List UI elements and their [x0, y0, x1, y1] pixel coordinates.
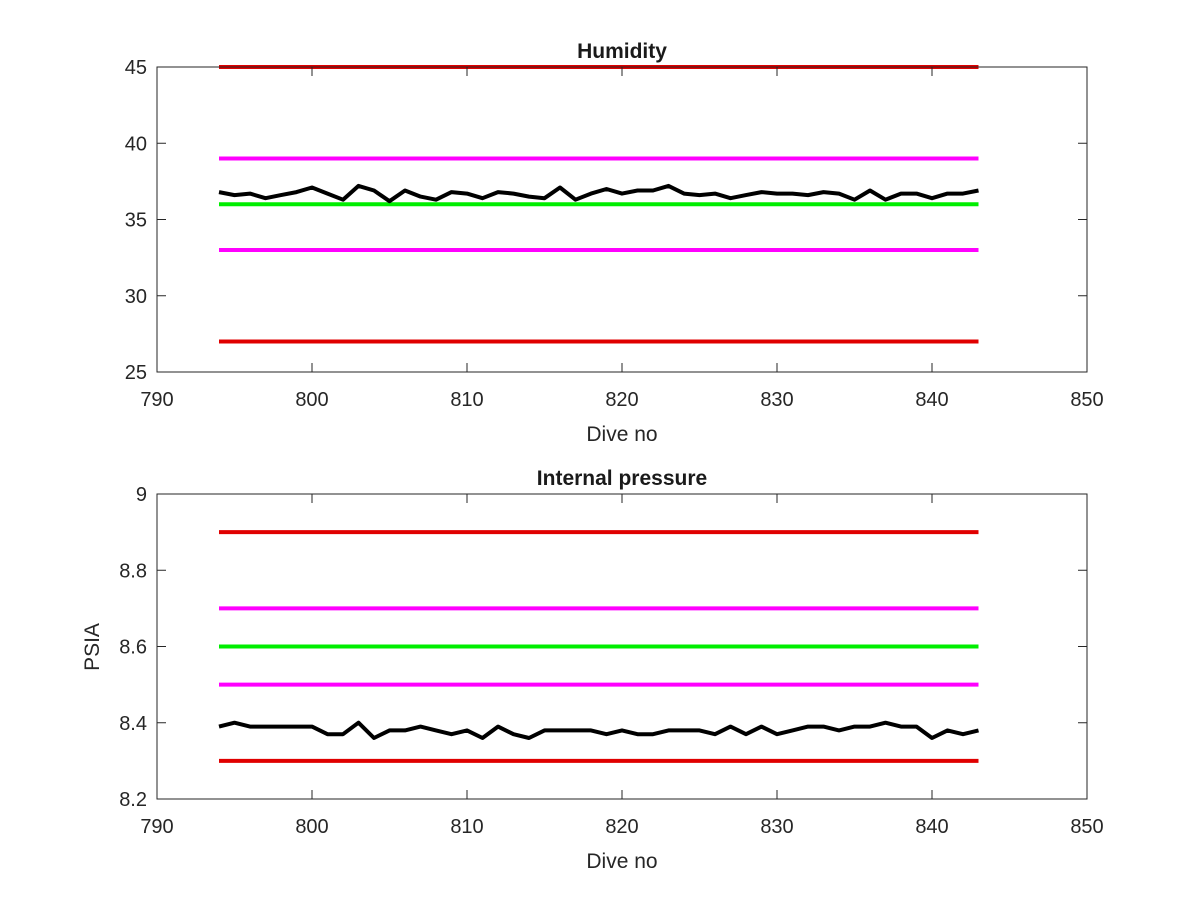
humidity-x-tick-label: 790 — [140, 389, 173, 411]
pressure-chart-title: Internal pressure — [537, 467, 707, 490]
pressure-x-tick-label: 800 — [295, 816, 328, 838]
humidity-y-tick-label: 40 — [125, 133, 147, 155]
pressure-x-tick-label: 850 — [1070, 816, 1103, 838]
humidity-x-tick-label: 810 — [450, 389, 483, 411]
pressure-x-axis-label: Dive no — [586, 850, 657, 873]
pressure-x-tick-label: 820 — [605, 816, 638, 838]
humidity-measured-line — [218, 183, 979, 204]
humidity-axes: 790 800 810 820 830 840 850 25 30 35 40 45 Humidit… — [125, 40, 1104, 446]
humidity-y-tick-label: 25 — [125, 362, 147, 384]
pressure-y-tick-label: 8.8 — [119, 560, 147, 582]
pressure-x-tick-label: 810 — [450, 816, 483, 838]
pressure-x-tick-label: 790 — [140, 816, 173, 838]
pressure-series — [218, 530, 979, 763]
humidity-y-ticks: 25 30 35 40 45 — [125, 57, 1087, 384]
pressure-y-tick-label: 9 — [136, 484, 147, 506]
pressure-x-ticks: 790 800 810 820 830 840 850 — [140, 494, 1104, 838]
humidity-series — [218, 65, 979, 344]
humidity-x-tick-label: 830 — [760, 389, 793, 411]
humidity-x-tick-label: 840 — [915, 389, 948, 411]
humidity-plot-frame — [156, 66, 1088, 373]
pressure-y-axis-label: PSIA — [81, 623, 104, 671]
humidity-x-axis-label: Dive no — [586, 423, 657, 446]
humidity-x-ticks: 790 800 810 820 830 840 850 — [140, 67, 1104, 411]
humidity-y-tick-label: 45 — [125, 57, 147, 79]
humidity-x-tick-label: 850 — [1070, 389, 1103, 411]
pressure-y-tick-label: 8.6 — [119, 637, 147, 659]
pressure-measured-line — [218, 720, 979, 740]
pressure-x-tick-label: 840 — [915, 816, 948, 838]
pressure-y-ticks: 8.2 8.4 8.6 8.8 9 — [119, 484, 1087, 811]
pressure-y-tick-label: 8.4 — [119, 713, 147, 735]
humidity-y-tick-label: 30 — [125, 286, 147, 308]
humidity-x-tick-label: 820 — [605, 389, 638, 411]
pressure-axes: 790 800 810 820 830 840 850 8.2 8.4 8.6 8.8 9 Inte… — [81, 467, 1104, 873]
humidity-x-tick-label: 800 — [295, 389, 328, 411]
pressure-x-tick-label: 830 — [760, 816, 793, 838]
pressure-y-tick-label: 8.2 — [119, 789, 147, 811]
humidity-chart-title: Humidity — [577, 40, 667, 63]
humidity-y-tick-label: 35 — [125, 210, 147, 232]
